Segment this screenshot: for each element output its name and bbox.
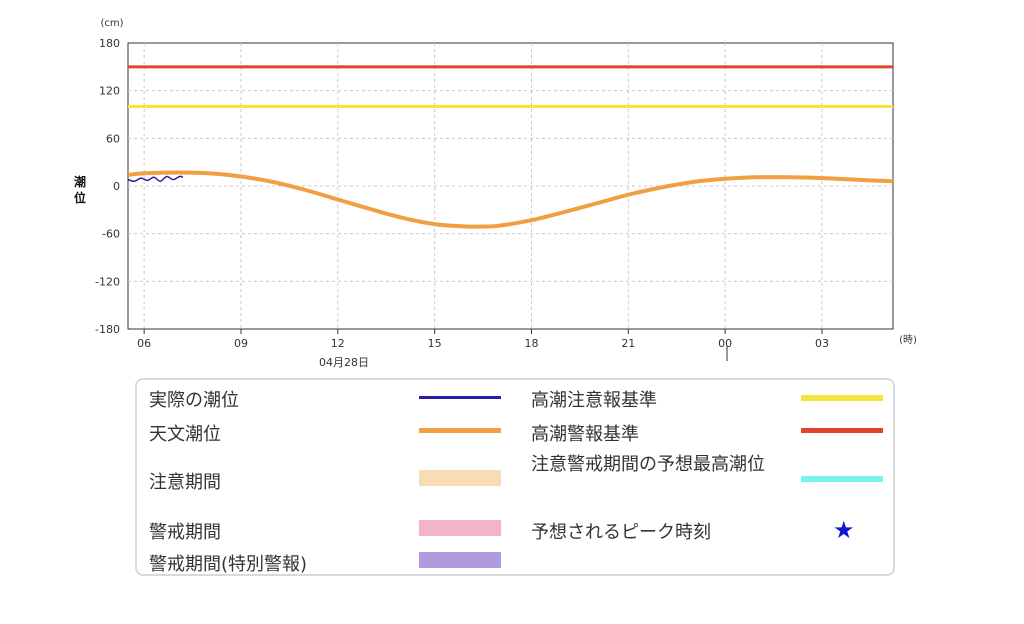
actual-tide-line [127,175,184,182]
y-tick-label: -60 [102,228,120,241]
x-tick-label: 12 [331,337,345,350]
legend-swatch-warning-standard [801,428,883,433]
y-tick-label: 60 [106,132,120,145]
legend-label-actual-tide: 実際の潮位 [149,390,239,411]
y-tick-label: -120 [95,275,120,288]
legend-swatch-special-warning-period [419,552,501,568]
date-label: 04月28日 [319,356,369,369]
legend-swatch-warning-period [419,520,501,536]
legend-label-advisory-standard: 高潮注意報基準 [531,390,657,411]
legend-label-warning-period: 警戒期間 [149,522,221,543]
x-tick-label: 18 [524,337,538,350]
legend-swatch-max-forecast-tide [801,476,883,482]
series-lines [127,170,894,229]
legend-label-warning-standard: 高潮警報基準 [531,424,639,445]
y-tick-labels: 180 120 60 0 -60 -120 -180 [95,37,120,336]
star-icon: ★ [833,516,855,544]
legend-swatch-actual-tide [419,396,501,399]
legend-label-peak-time: 予想されるピーク時刻 [531,522,711,543]
legend-swatch-advisory-standard [801,395,883,401]
x-tick-label: 06 [137,337,151,350]
gridlines [128,43,893,334]
legend-swatch-caution-period [419,470,501,486]
x-tick-labels: 06 09 12 15 18 21 00 03 [137,337,829,350]
astronomical-tide-line [127,170,894,229]
tide-chart: 180 120 60 0 -60 -120 -180 06 09 12 15 18 21 00 03 (c… [74,18,917,369]
legend-label-caution-period: 注意期間 [149,472,221,493]
x-tick-label: 21 [621,337,635,350]
y-tick-label: -180 [95,323,120,336]
x-tick-label: 03 [815,337,829,350]
x-unit-label: (時) [899,334,917,346]
threshold-lines [128,65,893,109]
x-tick-label: 00 [718,337,732,350]
y-unit-label: (cm) [100,18,123,29]
legend-swatch-astronomical-tide [419,428,501,433]
x-tick-label: 15 [428,337,442,350]
y-tick-label: 180 [99,37,120,50]
legend-label-max-forecast-tide: 注意警戒期間の予想最高潮位 [531,454,765,475]
legend-label-astronomical-tide: 天文潮位 [149,424,221,445]
legend-label-special-warning-period: 警戒期間(特別警報) [149,554,308,575]
y-axis-label: 潮位 [74,174,86,205]
legend-box: 実際の潮位 天文潮位 注意期間 警戒期間 警戒期間(特別警報) 高潮注意報基準 … [135,378,895,576]
x-tick-label: 09 [234,337,248,350]
y-tick-label: 120 [99,85,120,98]
y-tick-label: 0 [113,180,120,193]
